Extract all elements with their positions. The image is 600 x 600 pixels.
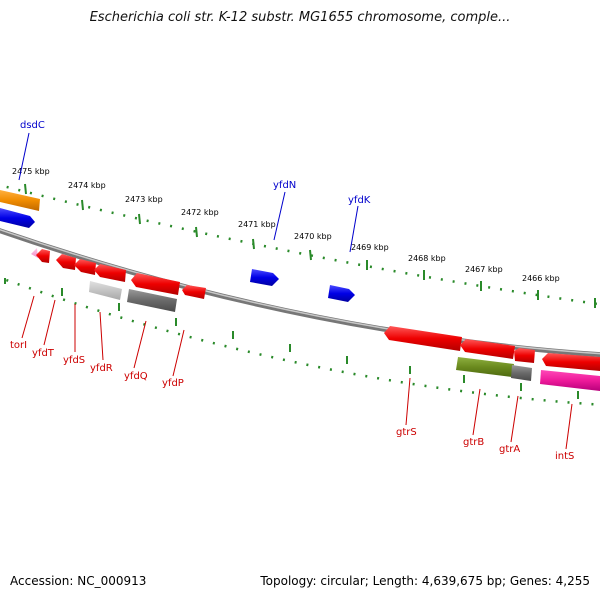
map-title: Escherichia coli str. K-12 substr. MG165…: [89, 10, 511, 25]
ruler-label: 2469 kbp: [351, 243, 389, 252]
ruler-label: 2475 kbp: [12, 167, 50, 176]
gene-feature[interactable]: [94, 264, 126, 282]
ruler-tick: [138, 213, 141, 225]
gene-feature[interactable]: [31, 248, 38, 258]
ruler-label: 2474 kbp: [68, 181, 106, 190]
gene-label-yfdN[interactable]: yfdN: [273, 180, 296, 191]
gene-feature[interactable]: [89, 281, 122, 300]
gene-feature-yfdN[interactable]: [250, 269, 279, 286]
gene-label-dsdC[interactable]: dsdC: [20, 120, 45, 131]
reverse-features: [31, 248, 600, 391]
gene-feature[interactable]: [511, 365, 532, 381]
gene-label-intS[interactable]: intS: [555, 451, 574, 462]
gene-feature[interactable]: [56, 254, 76, 270]
gene-feature-gtrB[interactable]: [460, 339, 515, 359]
ruler-labels: 2475 kbp 2474 kbp 2473 kbp 2472 kbp 2471…: [12, 167, 560, 283]
chromosome-backbone-highlight: [0, 228, 600, 355]
gene-feature[interactable]: [0, 190, 40, 211]
gene-label-gtrB[interactable]: gtrB: [463, 437, 484, 448]
forward-leader-lines: [18, 132, 359, 253]
ruler-label: 2470 kbp: [294, 232, 332, 241]
forward-gene-labels: dsdC yfdN yfdK: [20, 120, 371, 206]
gene-feature[interactable]: [542, 353, 600, 371]
gene-label-yfdK[interactable]: yfdK: [348, 195, 371, 206]
ruler-tick: [81, 199, 84, 211]
gene-label-torI[interactable]: torI: [10, 340, 27, 351]
summary-text: Topology: circular; Length: 4,639,675 bp…: [260, 574, 590, 588]
gene-feature[interactable]: [74, 259, 96, 275]
gene-feature-intS[interactable]: [540, 370, 600, 391]
gene-feature[interactable]: [182, 285, 206, 299]
ruler-label: 2473 kbp: [125, 195, 163, 204]
forward-features: [0, 190, 355, 302]
ruler-tick: [24, 183, 27, 195]
reverse-gene-labels: torI yfdT yfdS yfdR yfdQ yfdP gtrS gtrB …: [10, 340, 574, 462]
ruler-label: 2472 kbp: [181, 208, 219, 217]
ruler-label: 2471 kbp: [238, 220, 276, 229]
gene-label-yfdR[interactable]: yfdR: [90, 363, 113, 374]
gene-label-yfdS[interactable]: yfdS: [63, 355, 85, 366]
gene-feature[interactable]: [127, 289, 177, 312]
ruler-tick: [252, 238, 255, 250]
gene-label-gtrA[interactable]: gtrA: [499, 444, 520, 455]
ruler-tick: [309, 249, 312, 261]
gene-feature-gtrS[interactable]: [384, 326, 462, 351]
chromosome-backbone: [0, 228, 600, 358]
gene-feature-yfdK[interactable]: [328, 285, 355, 302]
gene-feature[interactable]: [36, 249, 50, 263]
gene-feature[interactable]: [131, 273, 180, 295]
gene-feature[interactable]: [514, 348, 535, 363]
gene-label-gtrS[interactable]: gtrS: [396, 427, 417, 438]
ruler-label: 2467 kbp: [465, 265, 503, 274]
reverse-leader-lines: [21, 295, 573, 450]
ruler-tick: [195, 226, 198, 238]
forward-ruler-ticks: [24, 183, 596, 308]
gene-feature[interactable]: [0, 208, 35, 228]
ruler-label: 2468 kbp: [408, 254, 446, 263]
ruler-label: 2466 kbp: [522, 274, 560, 283]
reverse-ruler-ticks: [4, 278, 579, 399]
forward-ruler-dots: [0, 183, 600, 306]
reverse-ruler-dots: [0, 276, 600, 406]
gene-label-yfdQ[interactable]: yfdQ: [124, 371, 148, 382]
gene-feature-gtrA[interactable]: [456, 357, 514, 377]
accession-text: Accession: NC_000913: [10, 574, 147, 588]
gene-label-yfdT[interactable]: yfdT: [32, 348, 55, 359]
gene-label-yfdP[interactable]: yfdP: [162, 378, 184, 389]
